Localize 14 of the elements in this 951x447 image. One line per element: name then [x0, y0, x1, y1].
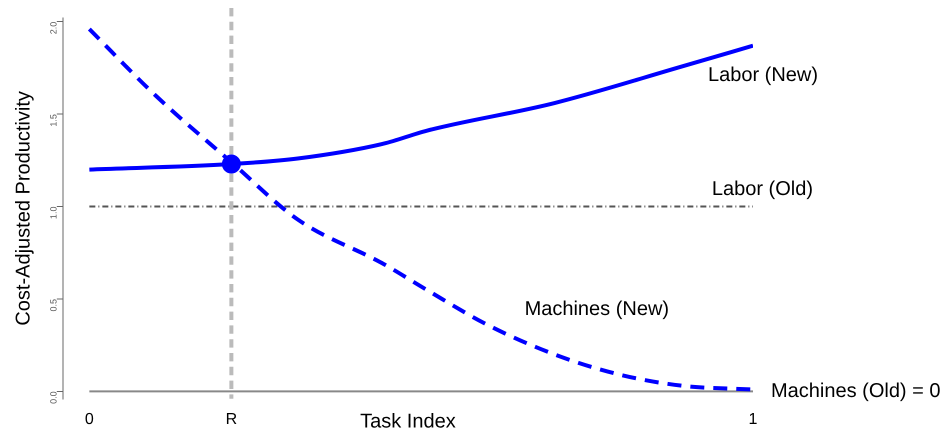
y-axis-title: Cost-Adjusted Productivity	[12, 91, 35, 326]
y-tick-label: 1.5	[48, 114, 58, 127]
series-label: Machines (Old) = 0	[771, 380, 941, 402]
x-tick-label: 0	[84, 410, 94, 428]
x-tick-label: R	[226, 410, 238, 428]
x-tick-label: 1	[748, 410, 758, 428]
series-label: Labor (New)	[708, 64, 818, 86]
ref-line-label: Labor (Old)	[712, 178, 813, 200]
series-label: Machines (New)	[524, 298, 670, 320]
y-tick-label: 0.5	[48, 298, 58, 312]
y-tick-label: 0.0	[48, 391, 58, 404]
x-axis-title: Task Index	[360, 410, 456, 433]
y-tick-label: 1.0	[48, 206, 58, 220]
y-tick-label: 2.0	[48, 22, 58, 34]
